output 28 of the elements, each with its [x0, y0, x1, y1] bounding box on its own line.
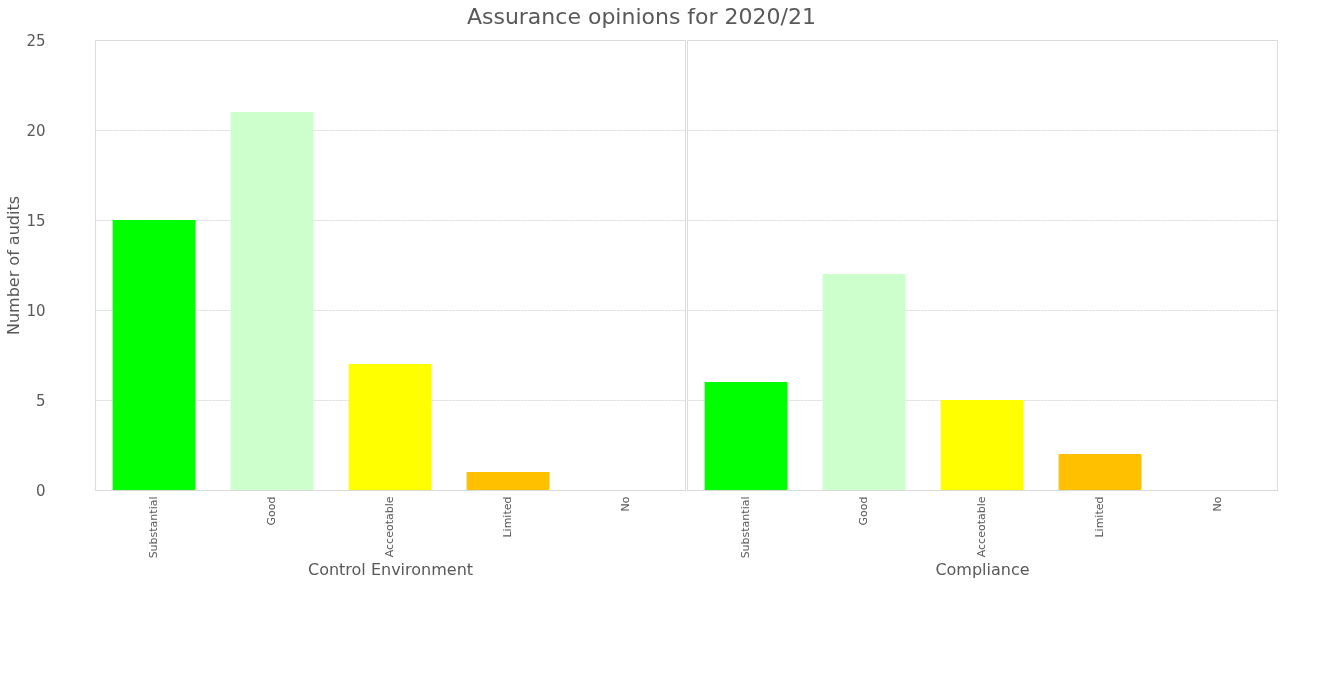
x-axis-title: Control Environment: [307, 560, 474, 580]
bar: [348, 364, 432, 490]
x-tick-label: Substantial: [739, 496, 752, 559]
chart-title: Assurance opinions for 2020/21: [466, 3, 817, 29]
y-tick-label: 20: [26, 121, 46, 140]
x-tick-label: Good: [265, 496, 278, 526]
x-tick-label: Good: [857, 496, 870, 526]
x-tick-label: Acceotable: [975, 496, 988, 558]
y-tick-label: 15: [26, 211, 46, 230]
x-tick-label: Limited: [501, 496, 514, 538]
bar: [230, 112, 314, 490]
bar: [112, 220, 196, 490]
y-tick-label: 5: [35, 391, 46, 410]
y-tick-label: 25: [26, 31, 46, 50]
x-tick-label: Substantial: [147, 496, 160, 559]
y-axis-title: Number of audits: [4, 195, 24, 336]
bar: [704, 382, 788, 490]
bar: [466, 472, 550, 490]
x-tick-label: Limited: [1093, 496, 1106, 538]
y-tick-label: 0: [35, 481, 46, 500]
bar: [1058, 454, 1142, 490]
y-tick-label: 10: [26, 301, 46, 320]
x-tick-label: No: [619, 496, 632, 512]
x-tick-label: Acceotable: [383, 496, 396, 558]
x-tick-label: No: [1211, 496, 1224, 512]
x-axis-title: Compliance: [935, 560, 1030, 580]
bar: [822, 274, 906, 490]
bar: [940, 400, 1024, 490]
